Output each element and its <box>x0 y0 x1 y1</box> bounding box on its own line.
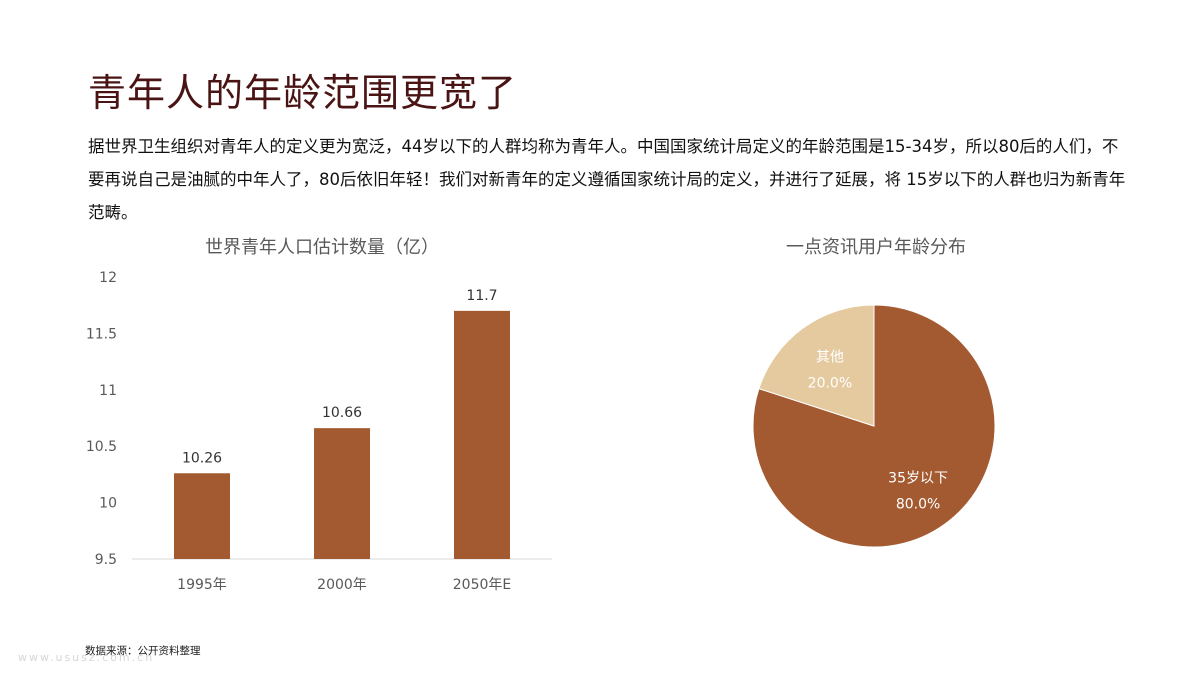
pie-slice-label: 其他 <box>816 349 844 365</box>
pie-slice-label: 35岁以下 <box>888 471 948 487</box>
x-tick-label: 2050年E <box>453 577 511 593</box>
pie-slice-percent: 80.0% <box>896 497 940 513</box>
pie-slice-其他 <box>758 304 875 427</box>
watermark: www.ususz.com.cn <box>18 651 155 664</box>
y-tick-label: 10 <box>99 496 117 512</box>
y-tick-label: 10.5 <box>86 439 117 455</box>
y-tick-label: 12 <box>99 270 117 286</box>
x-tick-label: 1995年 <box>177 577 227 593</box>
y-tick-label: 9.5 <box>95 552 117 568</box>
bar-1995年 <box>174 473 230 559</box>
pie-chart-title: 一点资讯用户年龄分布 <box>786 237 966 258</box>
y-tick-label: 11 <box>99 383 117 399</box>
bar-data-label: 11.7 <box>466 288 497 304</box>
bar-2000年 <box>314 428 370 559</box>
slide-description: 据世界卫生组织对青年人的定义更为宽泛，44岁以下的人群均称为青年人。中国国家统计… <box>88 137 1126 222</box>
data-source-note: 数据来源：公开资料整理 <box>85 645 201 657</box>
slide-title: 青年人的年龄范围更宽了 <box>88 71 518 115</box>
bar-data-label: 10.66 <box>322 405 362 421</box>
x-tick-label: 2000年 <box>317 577 367 593</box>
y-tick-label: 11.5 <box>86 326 117 342</box>
bar-chart-title: 世界青年人口估计数量（亿） <box>205 237 439 258</box>
bar-2050年E <box>454 310 510 559</box>
pie-slice-percent: 20.0% <box>808 375 852 391</box>
bar-data-label: 10.26 <box>182 450 222 466</box>
